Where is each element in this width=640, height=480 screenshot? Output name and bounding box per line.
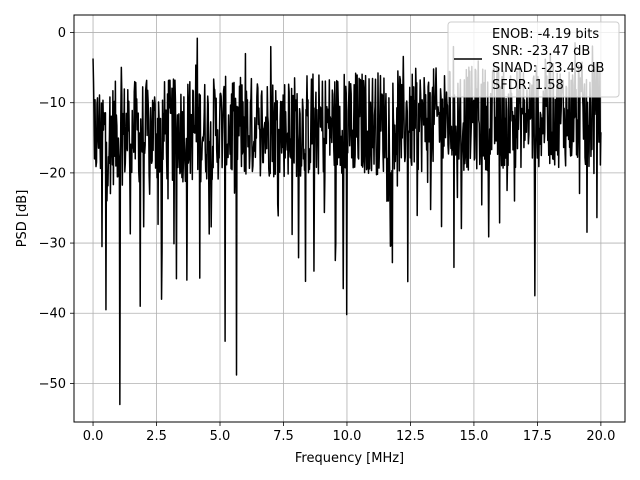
x-tick-label: 20.0 <box>586 429 615 444</box>
psd-series <box>92 37 602 406</box>
legend-label-snr: SNR: -23.47 dB <box>492 44 590 59</box>
x-tick-label: 7.5 <box>273 429 294 444</box>
y-tick-label: 0 <box>58 26 66 41</box>
y-axis-ticks: 0 −10 −20 −30 −40 −50 <box>39 26 74 392</box>
legend-label-enob: ENOB: -4.19 bits <box>492 27 599 42</box>
x-tick-label: 10.0 <box>332 429 361 444</box>
x-tick-label: 5.0 <box>210 429 231 444</box>
x-tick-label: 17.5 <box>523 429 552 444</box>
x-axis-label: Frequency [MHz] <box>295 451 404 466</box>
x-tick-label: 15.0 <box>459 429 488 444</box>
y-tick-label: −20 <box>39 166 66 181</box>
legend-box <box>447 21 620 98</box>
legend: ENOB: -4.19 bits SNR: -23.47 dB SINAD: -… <box>447 21 620 98</box>
y-tick-label: −30 <box>39 237 66 252</box>
x-tick-label: 2.5 <box>146 429 167 444</box>
x-tick-label: 12.5 <box>396 429 425 444</box>
psd-line <box>92 37 602 406</box>
y-tick-label: −50 <box>39 377 66 392</box>
y-tick-label: −10 <box>39 96 66 111</box>
legend-label-sinad: SINAD: -23.49 dB <box>492 61 604 76</box>
y-tick-label: −40 <box>39 307 66 322</box>
x-axis-ticks: 0.0 2.5 5.0 7.5 10.0 12.5 15.0 17.5 20.0 <box>83 422 615 444</box>
x-tick-label: 0.0 <box>83 429 104 444</box>
y-axis-label: PSD [dB] <box>15 190 30 248</box>
plot-area-frame <box>73 14 626 423</box>
legend-label-sfdr: SFDR: 1.58 <box>492 78 564 93</box>
